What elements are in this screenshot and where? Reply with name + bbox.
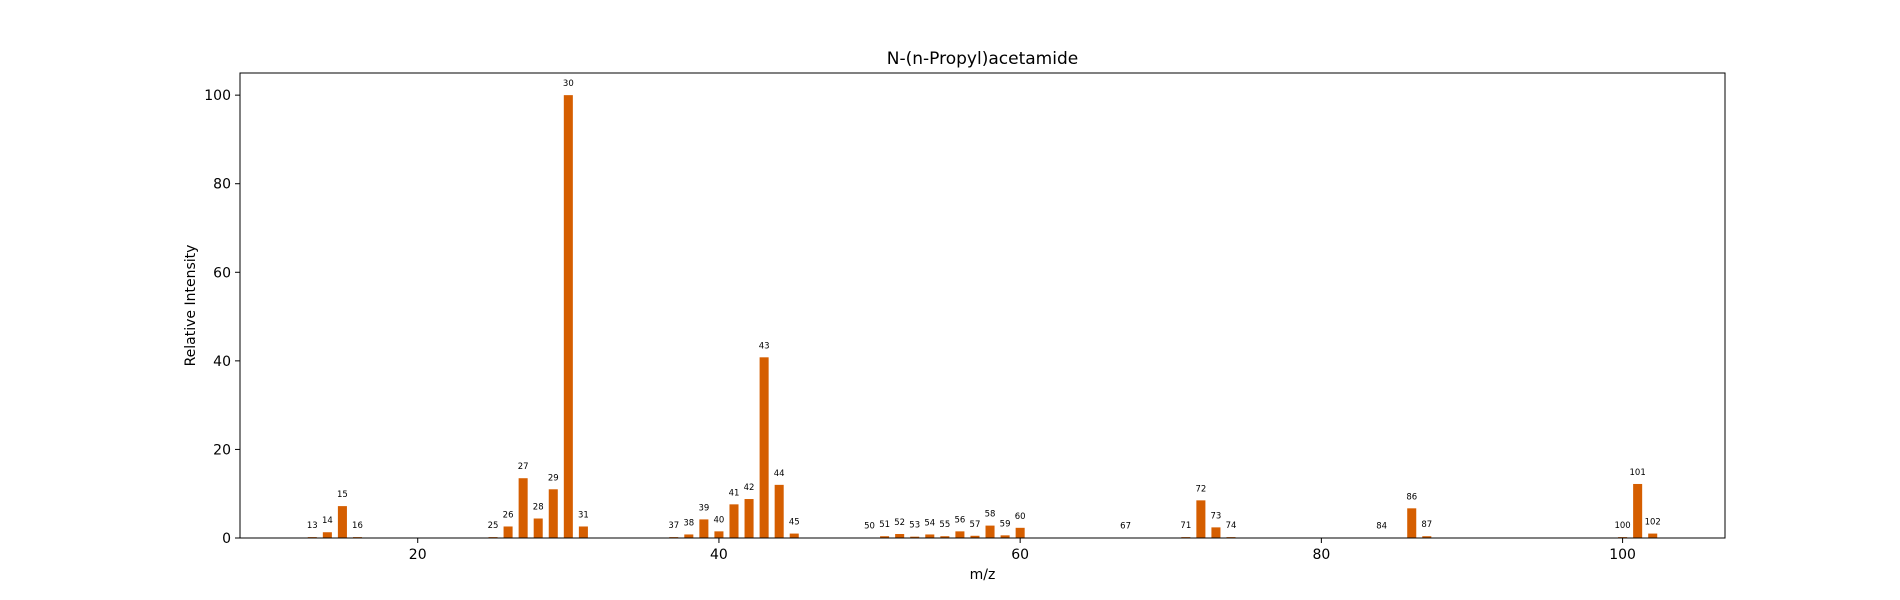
x-axis-label: m/z [970, 567, 996, 583]
peak-label-39: 39 [698, 503, 709, 513]
peak-label-26: 26 [503, 510, 514, 520]
bar-mz-73 [1211, 527, 1221, 538]
peak-label-58: 58 [985, 510, 996, 520]
peak-label-60: 60 [1015, 512, 1026, 522]
peak-label-51: 51 [879, 520, 890, 530]
peak-label-41: 41 [729, 488, 740, 498]
chart-title: N-(n-Propyl)acetamide [887, 49, 1078, 69]
bar-mz-30 [563, 95, 573, 539]
peak-label-55: 55 [939, 520, 950, 530]
bar-mz-43 [759, 357, 769, 538]
peak-label-54: 54 [924, 518, 935, 528]
x-tick-label-60: 60 [1011, 547, 1029, 563]
peak-labels-group: 13 14 15 16 25 26 27 28 29 30 31 37 38 39 40 41 42 43 44 45… [307, 79, 1661, 531]
plot-frame [239, 72, 1726, 539]
peak-label-28: 28 [533, 503, 544, 513]
peak-label-102: 102 [1645, 518, 1661, 528]
peak-label-30: 30 [563, 79, 574, 89]
peak-label-73: 73 [1211, 511, 1222, 521]
peak-label-13: 13 [307, 521, 318, 531]
bar-mz-38 [684, 534, 694, 538]
peak-label-72: 72 [1195, 484, 1206, 494]
peak-label-84: 84 [1376, 522, 1387, 532]
peak-label-74: 74 [1226, 521, 1237, 531]
bar-mz-39 [699, 519, 709, 538]
bar-mz-54 [925, 534, 935, 538]
bar-mz-40 [714, 531, 724, 538]
bar-mz-42 [744, 499, 754, 538]
peak-label-14: 14 [322, 516, 333, 526]
bar-mz-60 [1015, 527, 1025, 538]
bar-mz-58 [985, 525, 995, 538]
bar-mz-102 [1648, 533, 1658, 538]
x-tick-label-40: 40 [710, 547, 728, 563]
bar-mz-41 [729, 504, 739, 538]
peak-label-27: 27 [518, 462, 529, 472]
peak-label-100: 100 [1614, 521, 1630, 531]
x-tick-label-80: 80 [1312, 547, 1330, 563]
peak-label-86: 86 [1406, 492, 1417, 502]
y-tick-label-80: 80 [213, 177, 231, 193]
bar-mz-14 [322, 532, 332, 538]
peak-label-53: 53 [909, 521, 920, 531]
y-axis-label: Relative Intensity [183, 245, 199, 367]
peak-label-50: 50 [864, 522, 875, 532]
x-tick-label-20: 20 [409, 547, 427, 563]
peak-label-101: 101 [1630, 468, 1646, 478]
peak-label-40: 40 [714, 515, 725, 525]
peak-label-45: 45 [789, 518, 800, 528]
bar-mz-31 [578, 526, 588, 538]
peak-label-71: 71 [1180, 521, 1191, 531]
bar-mz-29 [548, 489, 558, 538]
bar-mz-44 [774, 484, 784, 538]
y-tick-label-40: 40 [213, 354, 231, 370]
bar-mz-57 [970, 535, 980, 538]
bar-mz-56 [955, 531, 965, 538]
bar-mz-59 [1000, 535, 1010, 538]
peak-label-67: 67 [1120, 522, 1131, 532]
bar-mz-15 [337, 506, 347, 538]
peak-label-56: 56 [954, 515, 965, 525]
peak-label-16: 16 [352, 521, 363, 531]
peak-label-15: 15 [337, 490, 348, 500]
bar-mz-72 [1196, 500, 1206, 538]
bar-mz-51 [880, 536, 890, 538]
bars-group [307, 95, 1658, 539]
peak-label-44: 44 [774, 469, 785, 479]
bar-mz-101 [1633, 483, 1643, 538]
y-tick-label-0: 0 [222, 531, 231, 547]
peak-label-37: 37 [668, 521, 679, 531]
x-tick-label-100: 100 [1609, 547, 1636, 563]
y-tick-label-60: 60 [213, 265, 231, 281]
peak-label-43: 43 [759, 341, 770, 351]
bar-mz-28 [533, 518, 543, 538]
peak-label-59: 59 [1000, 519, 1011, 529]
peak-label-31: 31 [578, 510, 589, 520]
peak-label-87: 87 [1421, 520, 1432, 530]
peak-label-25: 25 [488, 521, 499, 531]
peak-label-52: 52 [894, 518, 905, 528]
peak-label-29: 29 [548, 473, 559, 483]
bar-mz-53 [910, 536, 920, 538]
peak-label-42: 42 [744, 483, 755, 493]
bar-mz-27 [518, 478, 528, 538]
bar-mz-52 [895, 534, 905, 538]
bar-mz-86 [1407, 508, 1417, 538]
bar-mz-45 [789, 533, 799, 538]
y-axis: 0 20 40 60 80 100 [204, 88, 240, 547]
bar-mz-87 [1422, 536, 1432, 538]
y-tick-label-20: 20 [213, 442, 231, 458]
peak-label-38: 38 [683, 518, 694, 528]
x-axis: 20 40 60 80 100 [409, 538, 1636, 563]
y-tick-label-100: 100 [204, 88, 231, 104]
bar-mz-55 [940, 536, 950, 538]
bar-mz-26 [503, 526, 513, 538]
peak-label-57: 57 [970, 520, 981, 530]
